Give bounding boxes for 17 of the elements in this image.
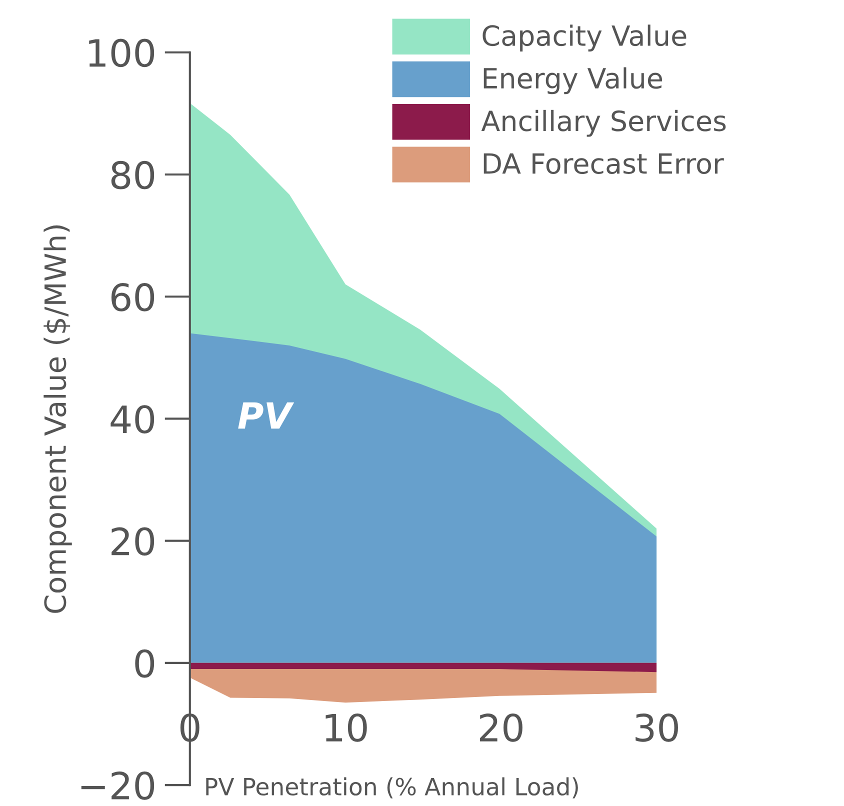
y-tick-label: 80 [111,160,154,190]
y-tick-label: 100 [89,38,154,68]
x-tick-label: 30 [636,713,678,742]
legend-label: Capacity Value [482,24,686,52]
y-tick-label: 40 [110,405,154,434]
annotation: PV [238,402,294,429]
legend-label: Ancillary Services [481,110,726,137]
x-tick-label: 20 [480,713,522,742]
x-tick-label: 10 [326,713,367,742]
legend-label: DA Forecast Error [484,153,724,174]
y-axis-title: Component Value ($/MWh) [44,225,72,613]
y-tick-label: 0 [135,649,154,678]
y-tick-label: −20 [81,771,154,800]
y-tick-label: 20 [112,527,154,556]
x-axis-title: PV Penetration (% Annual Load) [206,777,578,798]
legend-label: Energy Value [484,67,662,94]
y-tick-label: 60 [111,283,154,312]
